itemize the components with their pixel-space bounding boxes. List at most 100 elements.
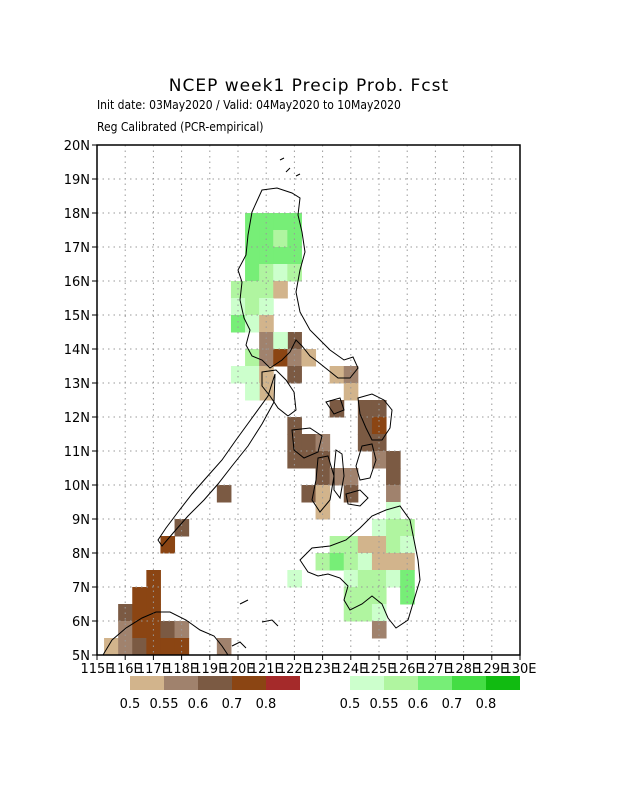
probability-cell (245, 383, 260, 401)
coastline (102, 157, 421, 656)
probability-cell (357, 553, 373, 571)
lat-tick-label: 19N (64, 173, 90, 188)
probability-cell (287, 349, 302, 367)
lon-tick-label: 125E (362, 662, 395, 677)
probability-cell (259, 281, 274, 299)
graticule (97, 145, 520, 655)
longitude-labels: 115E116E117E118E119E120E121E122E123E124E… (80, 655, 537, 677)
lon-tick-label: 116E (109, 662, 142, 677)
panay-coast (291, 427, 323, 459)
probability-cell (357, 604, 373, 622)
probability-cell (216, 485, 232, 503)
probability-cell (230, 298, 246, 316)
luzon-coast (237, 187, 359, 379)
probability-cell (301, 485, 317, 503)
lon-tick-label: 120E (221, 662, 254, 677)
probability-cell (259, 366, 274, 384)
probability-cell (132, 604, 147, 622)
probability-cell (132, 587, 147, 605)
lat-tick-label: 6N (72, 615, 90, 630)
leyte-coast (355, 443, 377, 481)
probability-cell (343, 553, 359, 571)
probability-cell (329, 366, 345, 384)
probability-cell (273, 230, 288, 248)
legend-wet-colorbar: 0.5 0.55 0.6 0.7 0.8 (340, 676, 520, 712)
probability-cell (371, 570, 387, 588)
lat-tick-label: 17N (64, 241, 90, 256)
probability-cell (245, 230, 260, 248)
probability-cell (245, 281, 260, 299)
lat-tick-label: 16N (64, 275, 90, 290)
legend-swatch (486, 676, 520, 690)
probability-cell (357, 587, 373, 605)
legend-label: 0.55 (150, 697, 179, 712)
probability-cell (357, 400, 373, 418)
lat-tick-label: 15N (64, 309, 90, 324)
probability-cell (104, 638, 119, 656)
map-frame (96, 144, 521, 656)
calibration-method: Reg Calibrated (PCR-empirical) (97, 120, 264, 134)
probability-cell (357, 536, 373, 554)
legend-swatch (418, 676, 452, 690)
samar-coast (357, 393, 393, 441)
legend-label: 0.6 (408, 697, 429, 712)
probability-cell (329, 553, 345, 571)
probability-cell (386, 451, 401, 469)
probability-cell (230, 315, 246, 333)
legend-label: 0.6 (188, 697, 209, 712)
probability-cell (174, 519, 190, 537)
probability-cell (386, 519, 401, 537)
negros-coast (311, 455, 335, 513)
legend-label: 0.8 (476, 697, 497, 712)
legend-swatch (384, 676, 418, 690)
lon-tick-label: 121E (250, 662, 283, 677)
probability-cell (132, 621, 147, 639)
probability-cell (301, 451, 317, 469)
probability-cell (245, 349, 260, 367)
lat-tick-label: 11N (64, 445, 90, 460)
probability-cell (343, 366, 359, 384)
legend-label: 0.8 (256, 697, 277, 712)
legend-label: 0.5 (340, 697, 361, 712)
probability-cell (357, 570, 373, 588)
probability-cell (343, 570, 359, 588)
legend-swatch (452, 676, 486, 690)
probability-cell (315, 553, 331, 571)
lat-tick-label: 14N (64, 343, 90, 358)
mindanao-coast (299, 505, 421, 629)
probability-cell (216, 638, 232, 656)
probability-cell (259, 298, 274, 316)
probability-cell (301, 434, 317, 452)
legend-swatch (266, 676, 300, 690)
lon-tick-label: 123E (306, 662, 339, 677)
sulu-islands (231, 599, 279, 649)
map-title: NCEP week1 Precip Prob. Fcst (168, 76, 450, 96)
north-islands (279, 157, 301, 177)
probability-cell (301, 349, 317, 367)
probability-cell (273, 264, 288, 282)
lat-tick-label: 8N (72, 547, 90, 562)
lat-tick-label: 20N (64, 139, 90, 154)
lon-tick-label: 117E (137, 662, 170, 677)
probability-cell (386, 502, 401, 520)
probability-cell (259, 315, 274, 333)
lon-tick-label: 126E (391, 662, 424, 677)
probability-cell (386, 536, 401, 554)
probability-cells (104, 213, 415, 656)
bohol-coast (345, 489, 369, 507)
lat-tick-label: 10N (64, 479, 90, 494)
mindoro-coast (261, 369, 297, 417)
legend-label: 0.55 (370, 697, 399, 712)
probability-cell (273, 332, 288, 350)
probability-cell (400, 536, 415, 554)
legend-label: 0.7 (442, 697, 463, 712)
probability-cell (343, 383, 359, 401)
lon-tick-label: 119E (193, 662, 226, 677)
lat-tick-label: 13N (64, 377, 90, 392)
legend-label: 0.7 (222, 697, 243, 712)
probability-cell (146, 570, 161, 588)
probability-cell (343, 468, 359, 486)
probability-cell (245, 247, 260, 265)
probability-cell (245, 264, 260, 282)
probability-cell (386, 485, 401, 503)
